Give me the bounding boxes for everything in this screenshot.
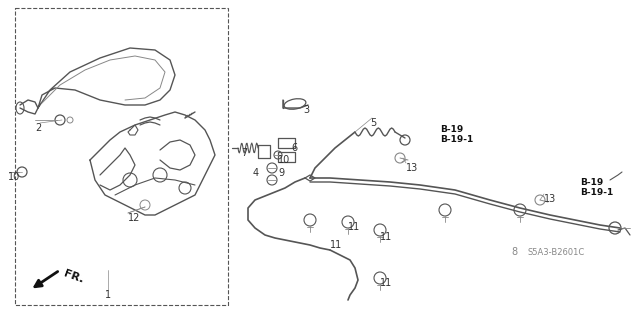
Text: FR.: FR. [62,268,84,285]
Text: 11: 11 [348,222,360,232]
Bar [15,8,228,305]
Text: B-19
B-19-1: B-19 B-19-1 [580,178,613,197]
Text: 3: 3 [303,105,309,115]
Text: 12: 12 [128,213,140,223]
Text: 13: 13 [544,194,556,204]
Text: 2: 2 [35,123,41,133]
Text: 6: 6 [291,143,297,153]
Text: 9: 9 [278,168,284,178]
Text: 11: 11 [330,240,342,250]
Text: 13: 13 [406,163,419,173]
Text: 7: 7 [241,148,247,158]
FancyArrowPatch shape [35,271,58,287]
Text: 4: 4 [253,168,259,178]
Text: B-19
B-19-1: B-19 B-19-1 [440,125,473,145]
Text: 10: 10 [278,155,291,165]
Text: 10: 10 [8,172,20,182]
Text: 5: 5 [370,118,376,128]
Text: 1: 1 [105,290,111,300]
Text: 11: 11 [380,278,392,288]
Text: S5A3-B2601C: S5A3-B2601C [528,248,585,257]
Text: 11: 11 [380,232,392,242]
Text: 8: 8 [511,247,517,257]
